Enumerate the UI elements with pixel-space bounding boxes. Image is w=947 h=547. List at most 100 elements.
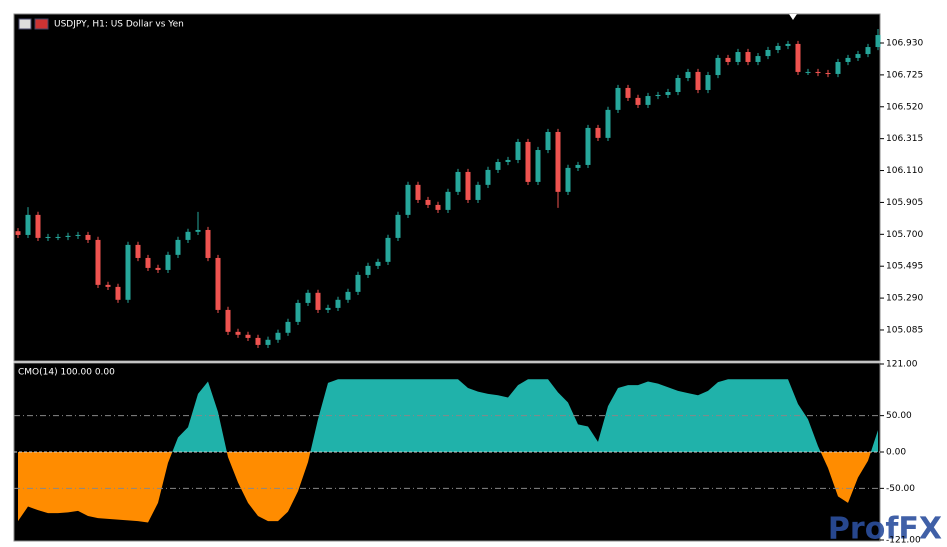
- candle-body: [235, 331, 241, 335]
- y-tick-label: 121.00: [886, 360, 918, 370]
- candle-body: [145, 257, 151, 268]
- candle-body: [345, 291, 351, 300]
- candle-body: [115, 286, 121, 300]
- candle-body: [735, 52, 741, 62]
- candle-body: [535, 150, 541, 182]
- y-tick-label: 105.700: [886, 230, 923, 240]
- candle-body: [525, 141, 531, 182]
- candle-body: [75, 234, 81, 236]
- price-pane: [13, 13, 881, 362]
- candle-body: [445, 191, 451, 210]
- indicator-title: CMO(14) 100.00 0.00: [18, 368, 115, 378]
- candle-body: [765, 49, 771, 57]
- candle-body: [875, 35, 881, 48]
- candle-body: [415, 184, 421, 200]
- candle-body: [245, 334, 251, 338]
- y-tick-label: 106.315: [886, 134, 923, 144]
- candle-body: [645, 96, 651, 105]
- candle-body: [825, 73, 831, 75]
- candle-body: [865, 47, 871, 55]
- candle-body: [615, 87, 621, 110]
- y-tick-label: 106.520: [886, 102, 923, 112]
- candle-body: [325, 307, 331, 310]
- candle-body: [475, 184, 481, 200]
- y-tick-label: -50.00: [886, 484, 915, 494]
- candle-body: [505, 159, 511, 162]
- candle-body: [755, 56, 761, 62]
- candle-body: [555, 131, 561, 192]
- candle-body: [135, 244, 141, 258]
- candle-body: [275, 332, 281, 340]
- candle-body: [155, 267, 161, 270]
- y-tick-label: 0.00: [886, 448, 906, 458]
- candle-body: [15, 231, 21, 235]
- candle-body: [805, 71, 811, 73]
- candle-body: [85, 234, 91, 240]
- candle-body: [215, 257, 221, 310]
- candle-body: [25, 214, 31, 235]
- candle-body: [335, 299, 341, 308]
- candle-body: [285, 321, 291, 333]
- candle-body: [125, 244, 131, 300]
- y-tick-label: 50.00: [886, 411, 912, 421]
- candle-body: [775, 45, 781, 50]
- candle-body: [595, 127, 601, 138]
- candle-body: [695, 71, 701, 90]
- y-tick-label: 106.110: [886, 166, 923, 176]
- candle-body: [585, 127, 591, 165]
- candle-body: [185, 231, 191, 240]
- y-tick-label: -121.00: [886, 536, 921, 546]
- candle-body: [295, 302, 301, 322]
- chart-title: USDJPY, H1: US Dollar vs Yen: [54, 20, 184, 30]
- candle-body: [715, 57, 721, 76]
- candle-body: [575, 164, 581, 168]
- candle-body: [605, 109, 611, 138]
- candle-body: [635, 97, 641, 105]
- candle-body: [515, 141, 521, 160]
- candle-body: [375, 261, 381, 266]
- watermark: ProfFX: [828, 512, 942, 547]
- candle-body: [355, 274, 361, 292]
- candle-body: [815, 71, 821, 74]
- candle-body: [495, 161, 501, 170]
- candle-body: [485, 169, 491, 185]
- candle-body: [845, 57, 851, 62]
- y-tick-label: 105.085: [886, 325, 923, 335]
- candle-body: [165, 254, 171, 270]
- candle-body: [625, 87, 631, 98]
- y-tick-label: 105.905: [886, 198, 923, 208]
- candle-body: [65, 235, 71, 237]
- candle-body: [305, 292, 311, 303]
- icon: [18, 18, 32, 30]
- shift-marker: [789, 14, 797, 20]
- area-negative: [18, 452, 878, 523]
- candle-body: [855, 54, 861, 58]
- plot-layer: [14, 28, 881, 523]
- candle-body: [95, 239, 101, 285]
- candle-body: [205, 229, 211, 258]
- candle-body: [745, 52, 751, 62]
- flag-icon: [34, 18, 49, 30]
- candle-body: [675, 77, 681, 92]
- candle-body: [35, 214, 41, 238]
- candle-body: [665, 91, 671, 95]
- candle-body: [255, 337, 261, 345]
- candle-body: [425, 199, 431, 205]
- y-tick-label: 105.290: [886, 294, 923, 304]
- candle-body: [835, 61, 841, 74]
- candle-body: [365, 265, 371, 275]
- candle-body: [195, 229, 201, 232]
- candle-body: [395, 214, 401, 238]
- candle-body: [405, 184, 411, 215]
- candle-body: [105, 284, 111, 287]
- candle-body: [655, 94, 661, 97]
- candle-body: [265, 339, 271, 345]
- y-tick-label: 106.725: [886, 70, 923, 80]
- candle-body: [55, 236, 61, 238]
- candle-body: [175, 239, 181, 255]
- candle-body: [545, 131, 551, 151]
- candle-body: [435, 204, 441, 210]
- candle-body: [385, 237, 391, 262]
- candle-body: [225, 309, 231, 332]
